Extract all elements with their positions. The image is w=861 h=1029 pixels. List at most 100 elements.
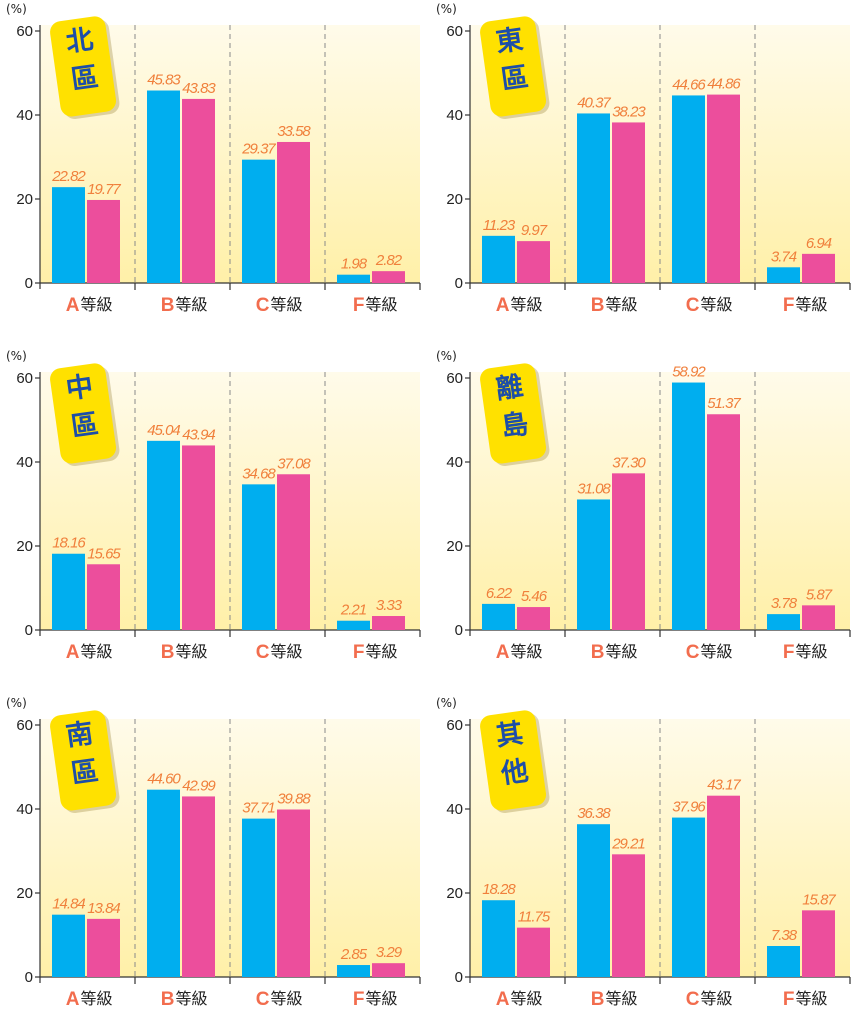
bar-series-1 — [672, 817, 705, 977]
x-category-letter: B — [161, 295, 175, 316]
data-label: 3.33 — [376, 597, 403, 614]
data-label: 18.16 — [52, 535, 86, 552]
data-label: 38.23 — [612, 103, 646, 120]
y-tick-label: 20 — [16, 191, 33, 208]
x-category-suffix: 等級 — [701, 642, 733, 661]
x-category-letter: F — [783, 642, 795, 663]
x-category-letter: B — [161, 642, 175, 663]
data-label: 31.08 — [577, 480, 611, 497]
x-category-suffix: 等級 — [366, 989, 398, 1008]
bar-series-2 — [182, 445, 215, 630]
x-category-letter: A — [66, 642, 80, 663]
data-label: 2.85 — [340, 946, 368, 963]
chart-panel: (%) 0 20 40 60 22.82 19.77 A 等級 45.83 43.83 B 等級 29.3… — [0, 0, 430, 335]
unit-label: (%) — [436, 349, 457, 363]
y-tick-label: 0 — [25, 969, 33, 986]
x-category-suffix: 等級 — [701, 989, 733, 1008]
data-label: 44.66 — [672, 76, 706, 93]
chart-panel: (%) 0 20 40 60 14.84 13.84 A 等級 44.60 42.99 B 等級 37.7… — [0, 694, 430, 1029]
data-label: 3.29 — [376, 944, 403, 961]
x-category-suffix: 等級 — [366, 295, 398, 314]
title-badge-background — [480, 363, 547, 464]
y-tick-label: 20 — [16, 885, 33, 902]
data-label: 3.78 — [771, 595, 798, 612]
chart-title-char: 區 — [69, 409, 100, 443]
title-badge-background — [50, 16, 117, 117]
x-category-suffix: 等級 — [796, 295, 828, 314]
x-category-suffix: 等級 — [176, 295, 208, 314]
chart-panel: (%) 0 20 40 60 11.23 9.97 A 等級 40.37 38.23 B 等級 44.66… — [430, 0, 860, 335]
region-title-badge: 北區 — [50, 16, 120, 119]
bar-series-2 — [802, 253, 835, 283]
data-label: 36.38 — [577, 805, 611, 822]
bar-series-1 — [767, 267, 800, 283]
data-label: 13.84 — [87, 900, 120, 917]
bar-series-1 — [337, 274, 370, 283]
bar-series-2 — [372, 616, 405, 630]
y-tick-label: 60 — [16, 23, 33, 40]
x-category-suffix: 等級 — [511, 642, 543, 661]
data-label: 22.82 — [51, 168, 86, 185]
y-tick-label: 20 — [446, 191, 463, 208]
x-category-suffix: 等級 — [271, 989, 303, 1008]
data-label: 43.94 — [182, 426, 215, 443]
x-category-letter: A — [496, 989, 510, 1010]
bar-series-2 — [372, 271, 405, 283]
data-label: 6.94 — [806, 235, 832, 252]
data-label: 15.87 — [802, 891, 836, 908]
data-label: 1.98 — [341, 256, 368, 273]
x-category-letter: A — [496, 642, 510, 663]
data-label: 45.83 — [147, 72, 181, 89]
y-tick-label: 40 — [16, 454, 33, 471]
data-label: 37.71 — [242, 800, 275, 817]
data-label: 15.65 — [87, 545, 121, 562]
bar-series-2 — [182, 98, 215, 283]
x-category-suffix: 等級 — [606, 295, 638, 314]
chart-title-char: 區 — [69, 756, 100, 790]
x-category-suffix: 等級 — [796, 989, 828, 1008]
bar-series-1 — [337, 620, 370, 630]
bar-series-2 — [277, 141, 310, 283]
unit-label: (%) — [6, 349, 27, 363]
data-label: 7.38 — [771, 927, 798, 944]
x-category-suffix: 等級 — [271, 642, 303, 661]
title-badge-background — [50, 363, 117, 464]
bar-series-2 — [612, 854, 645, 977]
chart-title-char: 其 — [494, 718, 525, 752]
y-tick-label: 0 — [455, 275, 463, 292]
y-tick-label: 0 — [455, 622, 463, 639]
data-label: 39.88 — [277, 791, 311, 808]
data-label: 44.60 — [147, 771, 181, 788]
chart-title-char: 北 — [64, 24, 95, 58]
bar-series-2 — [517, 241, 550, 283]
x-category-letter: C — [686, 295, 700, 316]
y-tick-label: 60 — [446, 370, 463, 387]
chart-title-char: 區 — [69, 62, 100, 96]
x-category-suffix: 等級 — [606, 989, 638, 1008]
data-label: 2.82 — [375, 252, 403, 269]
data-label: 40.37 — [577, 94, 611, 111]
x-category-letter: B — [161, 989, 175, 1010]
unit-label: (%) — [436, 2, 457, 16]
y-tick-label: 40 — [446, 801, 463, 818]
unit-label: (%) — [436, 696, 457, 710]
data-label: 37.96 — [672, 799, 706, 816]
data-label: 18.28 — [482, 881, 516, 898]
x-category-letter: A — [496, 295, 510, 316]
data-label: 43.17 — [707, 777, 741, 794]
data-label: 51.37 — [707, 395, 741, 412]
unit-label: (%) — [6, 2, 27, 16]
chart-title-char: 離 — [494, 370, 525, 405]
y-tick-label: 0 — [455, 969, 463, 986]
y-tick-label: 40 — [446, 107, 463, 124]
bar-series-1 — [147, 90, 180, 283]
bar-series-2 — [277, 474, 310, 630]
title-badge-background — [480, 16, 547, 117]
data-label: 34.68 — [242, 465, 276, 482]
x-category-suffix: 等級 — [701, 295, 733, 314]
x-category-suffix: 等級 — [606, 642, 638, 661]
chart-title-char: 東 — [494, 24, 525, 58]
